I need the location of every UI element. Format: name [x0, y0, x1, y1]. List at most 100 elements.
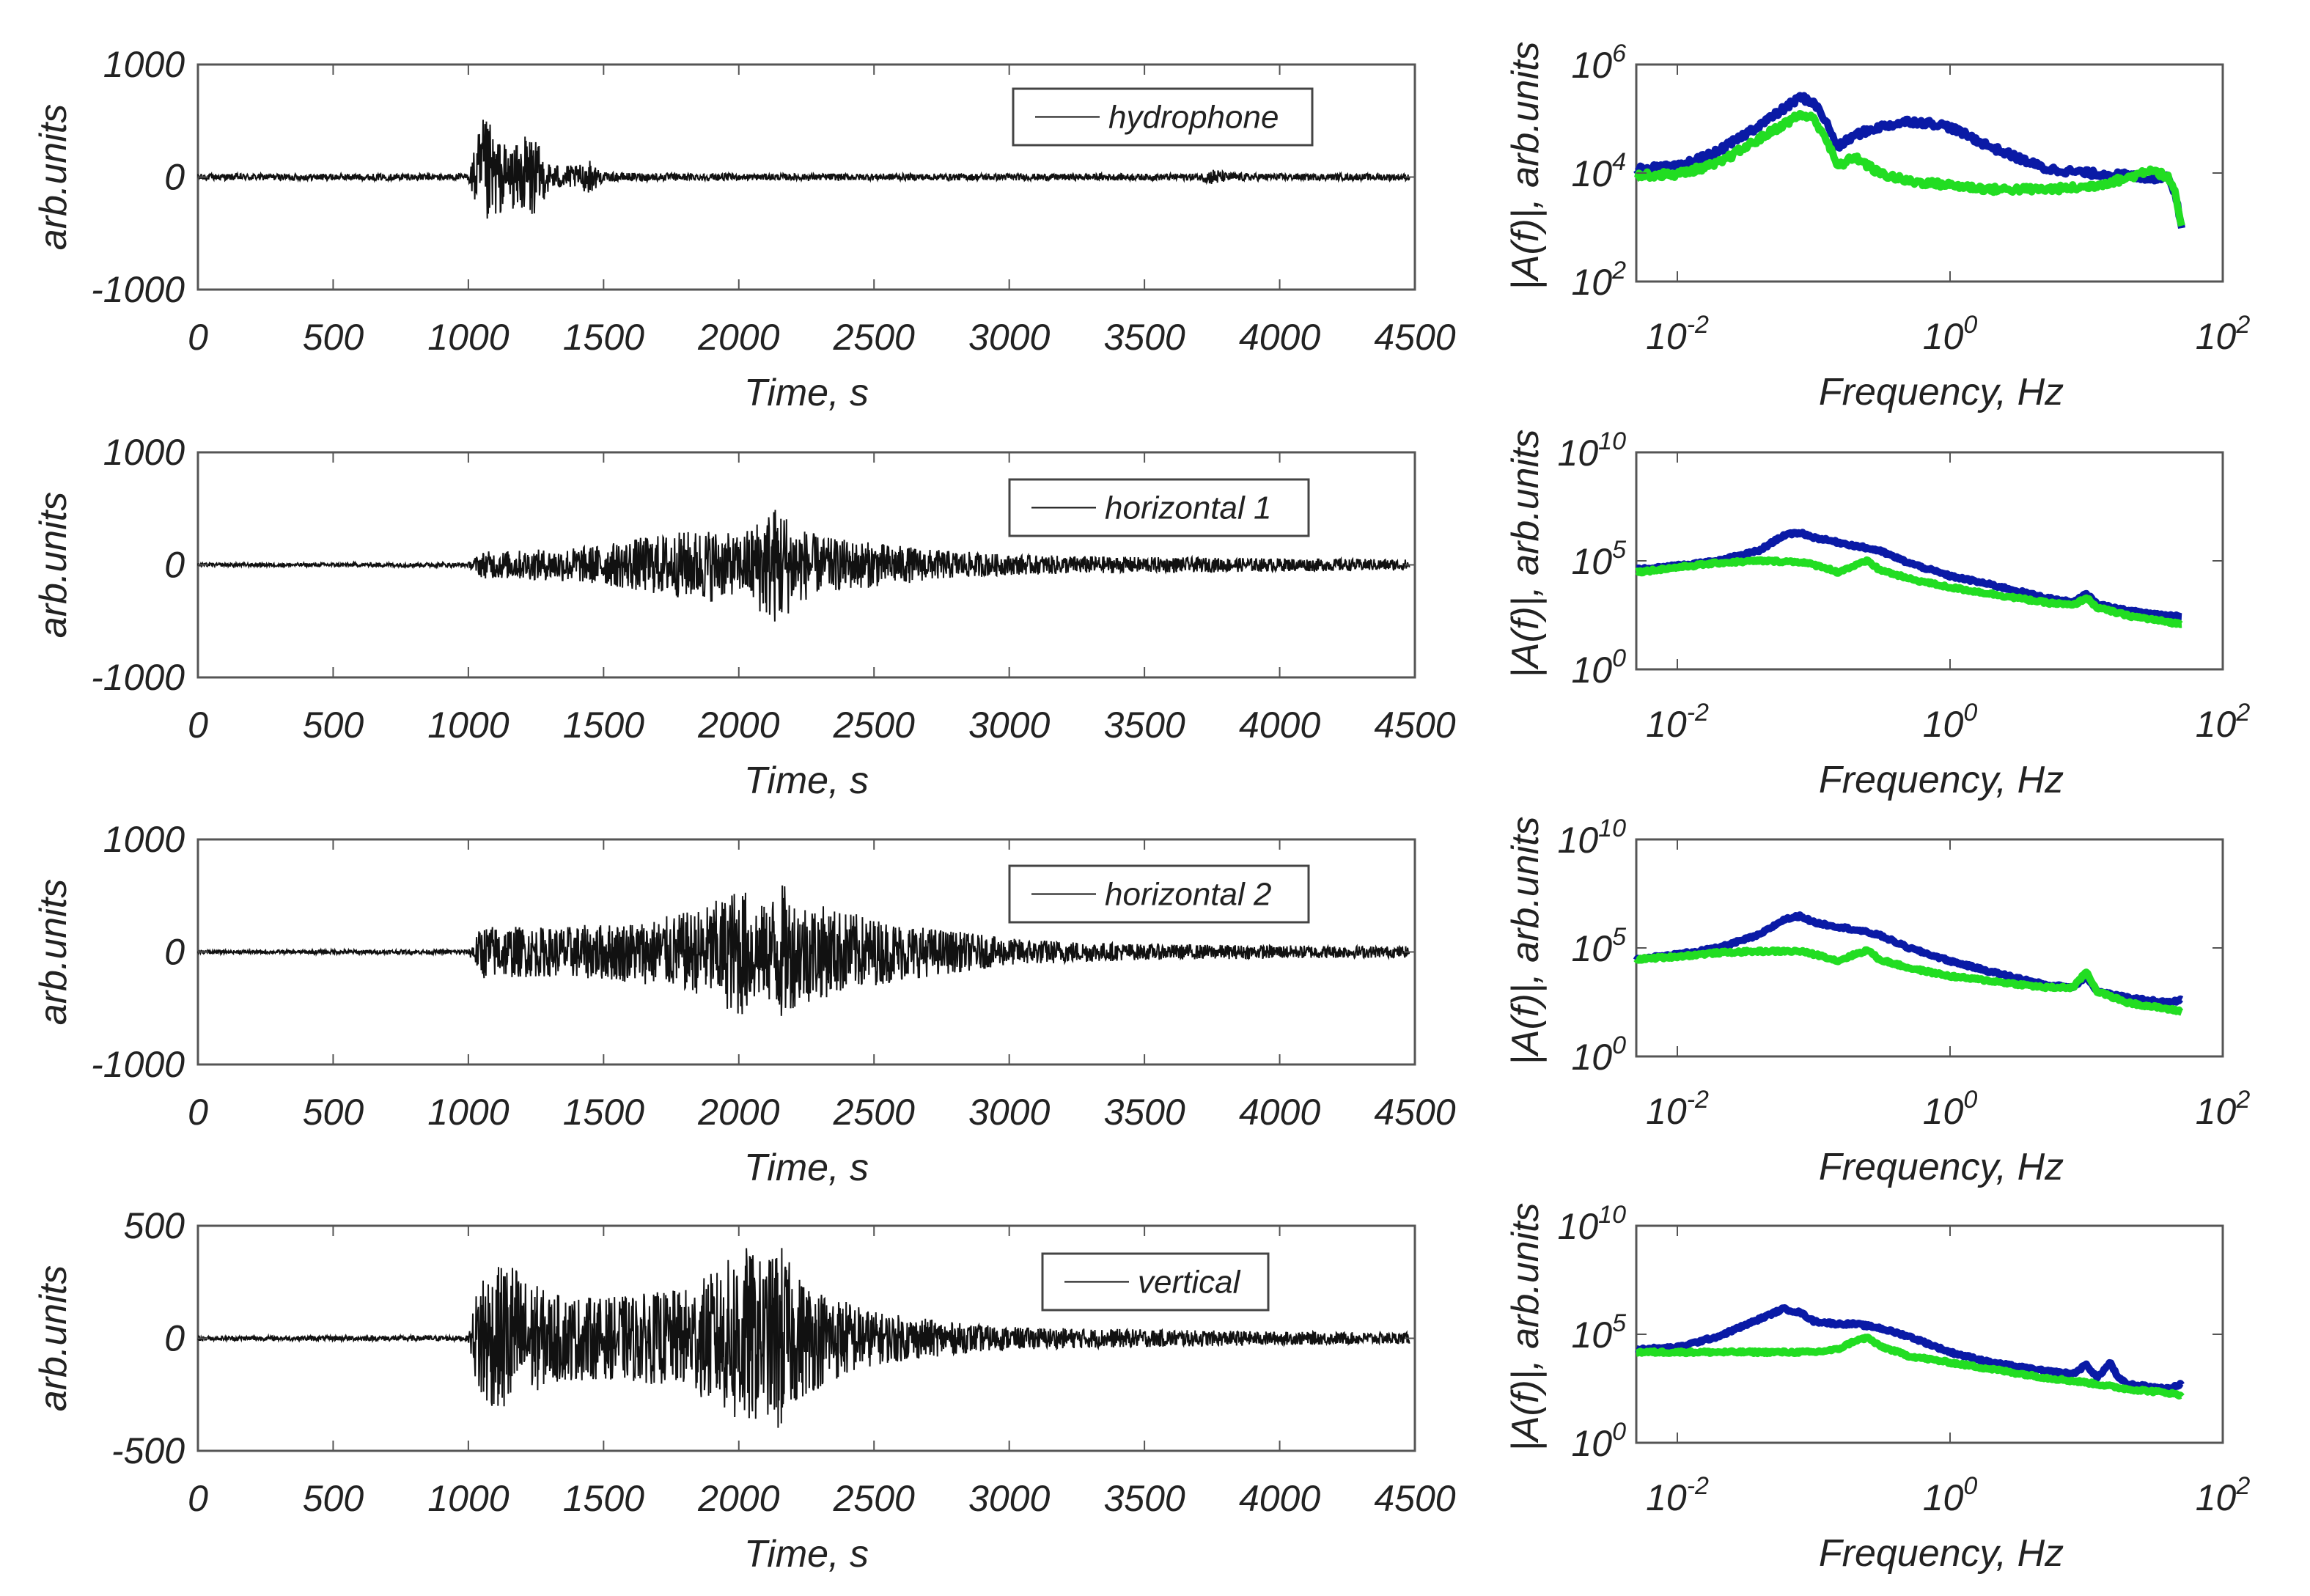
legend-label: hydrophone: [1108, 100, 1279, 136]
spectrum-panel-1: 10-2 100 102 102 104 106 Frequency, Hz |A(f)|, …: [1504, 40, 2250, 413]
y-tick-label: 1010: [1558, 1201, 1627, 1247]
y-tick-label: 1010: [1558, 427, 1627, 474]
spectrum-line-blue: [1633, 1304, 2185, 1394]
y-tick-label: 1000: [103, 44, 185, 85]
x-tick-label: 0: [188, 705, 208, 746]
y-tick-label: -1000: [91, 1044, 185, 1085]
x-tick-label: 3000: [968, 1092, 1050, 1133]
x-tick-label: 10-2: [1646, 1086, 1709, 1132]
x-tick-label: 4500: [1374, 317, 1455, 358]
legend: horizontal 1: [1008, 478, 1310, 537]
y-tick-label: 100: [1571, 1418, 1626, 1464]
x-axis-label: Time, s: [744, 760, 869, 802]
x-tick-label: 2500: [833, 705, 915, 746]
y-tick-label: 104: [1571, 148, 1626, 194]
y-tick-label: 105: [1571, 536, 1626, 582]
waveform-panel-4: 0 500 1000 1500 2000 2500 3000 3500 4000 4500 -500…: [32, 1205, 1456, 1575]
x-tick-label: 3500: [1103, 705, 1185, 746]
y-tick-label: 106: [1571, 40, 1626, 86]
x-tick-label: 2000: [697, 1478, 779, 1519]
x-tick-label: 100: [1923, 1472, 1978, 1518]
x-tick-label: 2500: [833, 1478, 915, 1519]
y-axis-label: |A(f)|, arb.units: [1504, 1202, 1547, 1451]
x-tick-label: 3500: [1103, 1092, 1185, 1133]
x-tick-label: 4000: [1239, 1478, 1320, 1519]
x-tick-label: 102: [2196, 1086, 2251, 1132]
waveform-line: [197, 885, 1410, 1016]
x-axis-label: Frequency, Hz: [1819, 371, 2064, 413]
y-tick-label: 100: [1571, 1031, 1626, 1078]
y-axis-label: arb.units: [32, 104, 75, 250]
x-tick-label: 1000: [427, 1092, 509, 1133]
y-tick-label: 0: [164, 545, 185, 586]
x-tick-label: 0: [188, 1478, 208, 1519]
waveform-panel-3: 0 500 1000 1500 2000 2500 3000 3500 4000 4500 -100…: [32, 819, 1456, 1189]
x-axis-label: Time, s: [744, 372, 869, 414]
y-axis-label: arb.units: [32, 879, 75, 1025]
x-tick-label: 1000: [427, 705, 509, 746]
x-tick-label: 4500: [1374, 705, 1455, 746]
x-tick-label: 500: [303, 1092, 364, 1133]
x-axis-label: Frequency, Hz: [1819, 1532, 2064, 1575]
x-tick-label: 3000: [968, 317, 1050, 358]
y-tick-label: 0: [164, 932, 185, 973]
x-tick-label: 102: [2196, 311, 2251, 357]
waveform-line: [197, 119, 1410, 219]
spectrum-panel-3: 10-2 100 102 100 105 1010 Frequency, Hz |A(f)|,…: [1504, 814, 2250, 1188]
y-tick-label: -1000: [91, 269, 185, 310]
x-axis-label: Time, s: [744, 1533, 869, 1575]
x-tick-label: 500: [303, 705, 364, 746]
y-axis-label: arb.units: [32, 1265, 75, 1411]
x-tick-label: 0: [188, 317, 208, 358]
y-tick-label: 1000: [103, 432, 185, 473]
x-tick-label: 4000: [1239, 317, 1320, 358]
x-tick-label: 2500: [833, 1092, 915, 1133]
x-tick-label: 4500: [1374, 1478, 1455, 1519]
y-tick-label: 500: [124, 1205, 185, 1246]
x-axis-label: Frequency, Hz: [1819, 1146, 2064, 1188]
spectrum-line-blue: [1633, 92, 2185, 229]
y-axis-label: |A(f)|, arb.units: [1504, 41, 1547, 290]
y-tick-label: -1000: [91, 657, 185, 698]
x-tick-label: 4000: [1239, 705, 1320, 746]
y-tick-label: -500: [111, 1430, 185, 1471]
legend-label: vertical: [1138, 1265, 1241, 1301]
x-tick-label: 10-2: [1646, 1472, 1709, 1518]
x-tick-label: 102: [2196, 699, 2251, 745]
y-tick-label: 1010: [1558, 814, 1627, 861]
legend: hydrophone: [1012, 87, 1314, 147]
waveform-panel-1: 0 500 1000 1500 2000 2500 3000 3500 4000 4500 -100…: [32, 44, 1456, 414]
x-tick-label: 1500: [563, 317, 644, 358]
x-tick-label: 3000: [968, 705, 1050, 746]
x-tick-label: 3500: [1103, 1478, 1185, 1519]
x-tick-label: 500: [303, 317, 364, 358]
x-tick-label: 100: [1923, 1086, 1978, 1132]
legend-label: horizontal 2: [1105, 877, 1271, 913]
waveform-line: [197, 510, 1410, 622]
x-tick-label: 2500: [833, 317, 915, 358]
waveform-panel-2: 0 500 1000 1500 2000 2500 3000 3500 4000 4500 -100…: [32, 432, 1456, 802]
x-tick-label: 1500: [563, 1092, 644, 1133]
y-tick-label: 105: [1571, 1309, 1626, 1356]
x-tick-label: 3500: [1103, 317, 1185, 358]
x-tick-label: 2000: [697, 1092, 779, 1133]
x-tick-label: 10-2: [1646, 311, 1709, 357]
x-tick-label: 102: [2196, 1472, 2251, 1518]
x-tick-label: 4000: [1239, 1092, 1320, 1133]
x-tick-label: 4500: [1374, 1092, 1455, 1133]
y-tick-label: 0: [164, 1318, 185, 1359]
legend: vertical: [1041, 1252, 1270, 1312]
x-tick-label: 1500: [563, 1478, 644, 1519]
spectrum-panel-4: 10-2 100 102 100 105 1010 Frequency, Hz |A(f)|,…: [1504, 1201, 2250, 1575]
y-tick-label: 100: [1571, 644, 1626, 691]
x-tick-label: 100: [1923, 311, 1978, 357]
y-tick-label: 102: [1571, 257, 1626, 303]
x-tick-label: 10-2: [1646, 699, 1709, 745]
y-tick-label: 1000: [103, 819, 185, 860]
y-axis-label: arb.units: [32, 492, 75, 638]
y-axis-label: |A(f)|, arb.units: [1504, 816, 1547, 1064]
y-axis-label: |A(f)|, arb.units: [1504, 429, 1547, 677]
spectrum-line-green: [1633, 1334, 2185, 1400]
spectrum-panel-2: 10-2 100 102 100 105 1010 Frequency, Hz |A(f)|,…: [1504, 427, 2250, 801]
